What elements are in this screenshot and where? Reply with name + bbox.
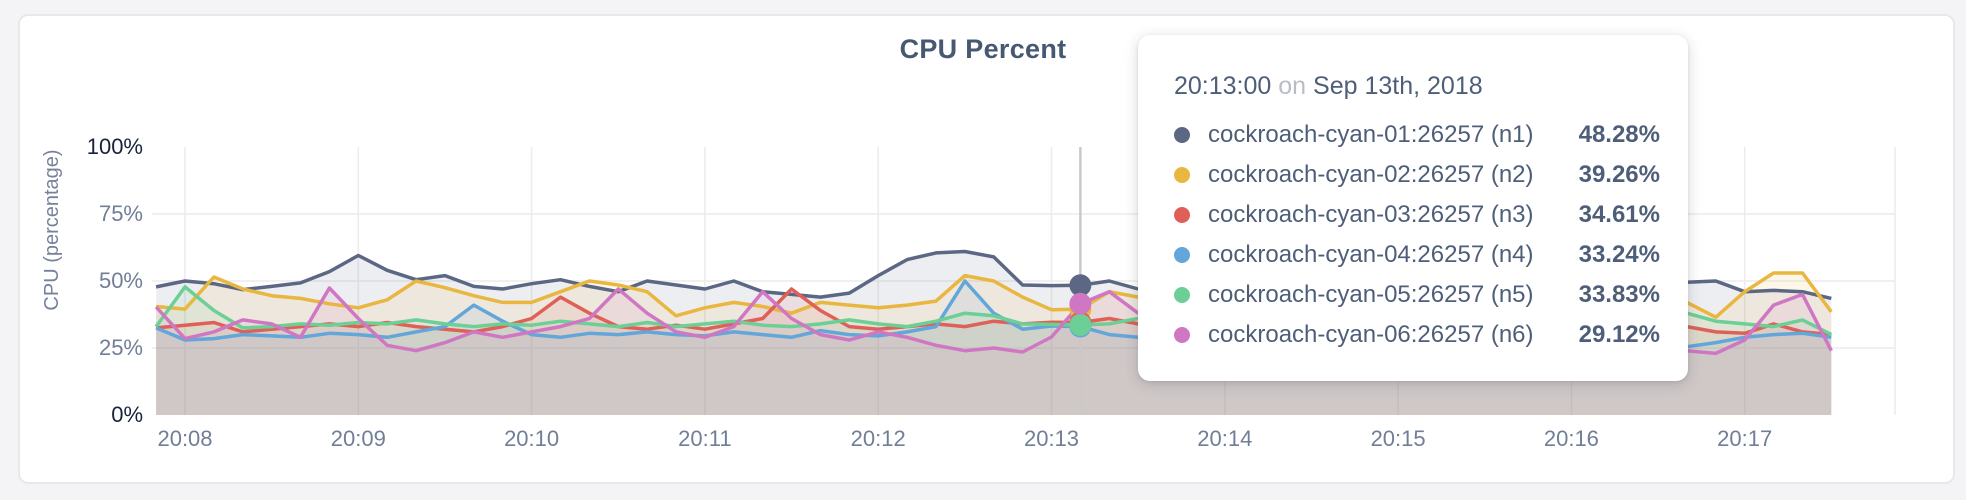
tooltip-series-label: cockroach-cyan-06:26257 (n6)	[1208, 321, 1534, 348]
hover-dot-n5	[1069, 313, 1092, 336]
series-area-n6	[156, 288, 1832, 415]
tooltip-series-value: 34.61%	[1578, 201, 1660, 228]
x-tick-label: 20:08	[157, 426, 213, 451]
tooltip-series-label: cockroach-cyan-05:26257 (n5)	[1208, 281, 1534, 308]
hover-dot-n6	[1069, 292, 1092, 315]
x-tick-label: 20:14	[1197, 426, 1253, 451]
x-tick-label: 20:10	[504, 426, 560, 451]
tooltip-row: cockroach-cyan-04:26257 (n4) 33.24%	[1174, 235, 1660, 275]
series-area-n5	[156, 286, 1832, 415]
tooltip-row: cockroach-cyan-06:26257 (n6) 29.12%	[1174, 315, 1660, 355]
chart-tooltip: 20:13:00 on Sep 13th, 2018 cockroach-cya…	[1138, 35, 1688, 381]
tooltip-row: cockroach-cyan-05:26257 (n5) 33.83%	[1174, 275, 1660, 315]
x-tick-label: 20:11	[678, 426, 732, 451]
tooltip-series-label: cockroach-cyan-04:26257 (n4)	[1208, 241, 1534, 268]
series-color-dot-icon	[1174, 327, 1190, 343]
series-color-dot-icon	[1174, 287, 1190, 303]
tooltip-series-value: 29.12%	[1578, 321, 1660, 348]
tooltip-header: 20:13:00 on Sep 13th, 2018	[1174, 71, 1660, 115]
y-tick-label: 0%	[111, 402, 143, 427]
tooltip-series-value: 48.28%	[1578, 121, 1660, 148]
tooltip-row: cockroach-cyan-03:26257 (n3) 34.61%	[1174, 195, 1660, 235]
tooltip-row: cockroach-cyan-02:26257 (n2) 39.26%	[1174, 155, 1660, 195]
series-area-n3	[156, 289, 1832, 415]
series-color-dot-icon	[1174, 207, 1190, 223]
tooltip-time: 20:13:00	[1174, 72, 1272, 100]
series-color-dot-icon	[1174, 167, 1190, 183]
y-tick-label: 100%	[86, 134, 143, 159]
series-color-dot-icon	[1174, 247, 1190, 263]
tooltip-date: Sep 13th, 2018	[1313, 72, 1483, 100]
y-tick-label: 75%	[98, 201, 143, 226]
y-tick-label: 25%	[98, 335, 143, 360]
tooltip-on-word: on	[1278, 72, 1307, 100]
y-tick-label: 50%	[98, 268, 143, 293]
tooltip-series-label: cockroach-cyan-01:26257 (n1)	[1208, 121, 1534, 148]
tooltip-rows: cockroach-cyan-01:26257 (n1) 48.28% cockro…	[1174, 115, 1660, 355]
tooltip-series-value: 39.26%	[1578, 161, 1660, 188]
tooltip-series-value: 33.24%	[1578, 241, 1660, 268]
tooltip-series-label: cockroach-cyan-02:26257 (n2)	[1208, 161, 1534, 188]
hover-dot-n1	[1069, 274, 1092, 297]
x-tick-label: 20:17	[1717, 426, 1773, 451]
chart-title: CPU Percent	[899, 34, 1067, 64]
tooltip-series-label: cockroach-cyan-03:26257 (n3)	[1208, 201, 1534, 228]
tooltip-row: cockroach-cyan-01:26257 (n1) 48.28%	[1174, 115, 1660, 155]
series-color-dot-icon	[1174, 127, 1190, 143]
x-tick-label: 20:16	[1543, 426, 1599, 451]
tooltip-series-value: 33.83%	[1578, 281, 1660, 308]
x-tick-label: 20:15	[1370, 426, 1426, 451]
x-tick-label: 20:13	[1023, 426, 1080, 451]
x-tick-label: 20:12	[850, 426, 906, 451]
x-tick-label: 20:09	[330, 426, 386, 451]
